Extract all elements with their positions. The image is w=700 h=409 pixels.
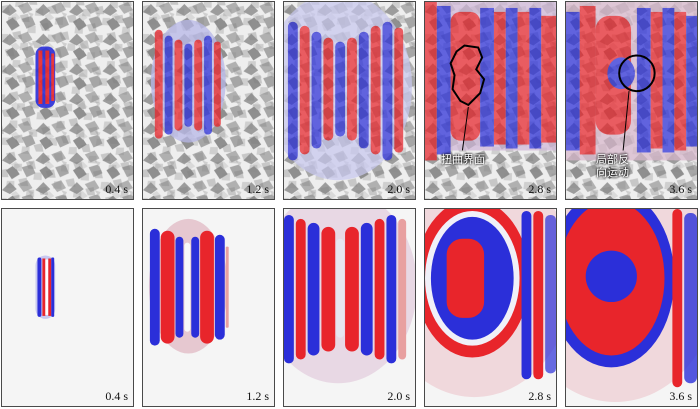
top-panel-2: 1.2 s [142, 1, 275, 200]
reverse-motion-label-line1: 局部反 [596, 153, 629, 166]
time-label: 3.6 s [669, 182, 692, 196]
time-label: 2.0 s [387, 389, 410, 403]
time-label: 2.8 s [528, 389, 551, 403]
time-label: 1.2 s [246, 182, 269, 196]
time-label: 1.2 s [246, 389, 269, 403]
bottom-panel-4: 2.8 s [424, 208, 557, 407]
top-panel-5: 局部反 向运动 3.6 s [565, 1, 698, 200]
distorted-interface-label: 扭曲界面 [441, 153, 485, 166]
reverse-motion-circle [618, 54, 656, 93]
bottom-panel-5: 3.6 s [565, 208, 698, 407]
bottom-panel-1: 0.4 s [1, 208, 134, 407]
top-panel-3: 2.0 s [283, 1, 416, 200]
time-label: 3.6 s [669, 389, 692, 403]
top-panel-4: 扭曲界面 2.8 s [424, 1, 557, 200]
bottom-panel-3: 2.0 s [283, 208, 416, 407]
top-panel-1: 0.4 s [1, 1, 134, 200]
reverse-motion-label-line2: 向运动 [596, 166, 629, 179]
time-label: 2.8 s [528, 182, 551, 196]
bottom-panel-2: 1.2 s [142, 208, 275, 407]
time-label: 2.0 s [387, 182, 410, 196]
time-label: 0.4 s [105, 389, 128, 403]
distorted-interface-outline [449, 44, 486, 107]
time-label: 0.4 s [105, 182, 128, 196]
